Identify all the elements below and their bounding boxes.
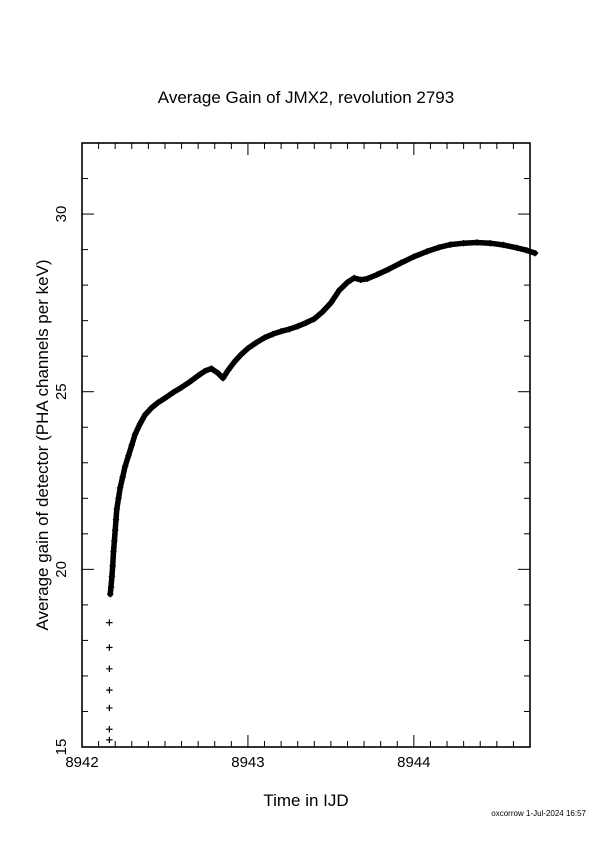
- x-tick-label: 8942: [65, 754, 98, 771]
- plot-frame: [81, 142, 531, 748]
- data-point: [106, 644, 113, 651]
- data-point: [106, 726, 113, 733]
- data-series-line: [107, 239, 538, 597]
- x-tick-label: 8943: [231, 754, 264, 771]
- data-point: [106, 619, 113, 626]
- y-tick-label: 25: [53, 383, 70, 400]
- y-tick-label: 20: [53, 561, 70, 578]
- axis-tick-labels: 8942 8943 8944 15 20 25 30: [53, 206, 431, 771]
- data-point: [106, 665, 113, 673]
- y-axis-label: Average gain of detector (PHA channels p…: [33, 259, 52, 630]
- y-tick-label: 15: [53, 739, 70, 756]
- data-point: [106, 686, 113, 694]
- data-point: [106, 704, 113, 712]
- x-axis-label: Time in IJD: [263, 791, 348, 810]
- data-points: [106, 239, 539, 744]
- chart-title: Average Gain of JMX2, revolution 2793: [158, 88, 454, 107]
- data-point: [106, 736, 113, 744]
- y-tick-label: 30: [53, 206, 70, 223]
- footer-stamp: oxcorrow 1-Jul-2024 16:57: [491, 809, 586, 818]
- x-tick-label: 8944: [397, 754, 430, 771]
- axis-ticks: [81, 142, 531, 748]
